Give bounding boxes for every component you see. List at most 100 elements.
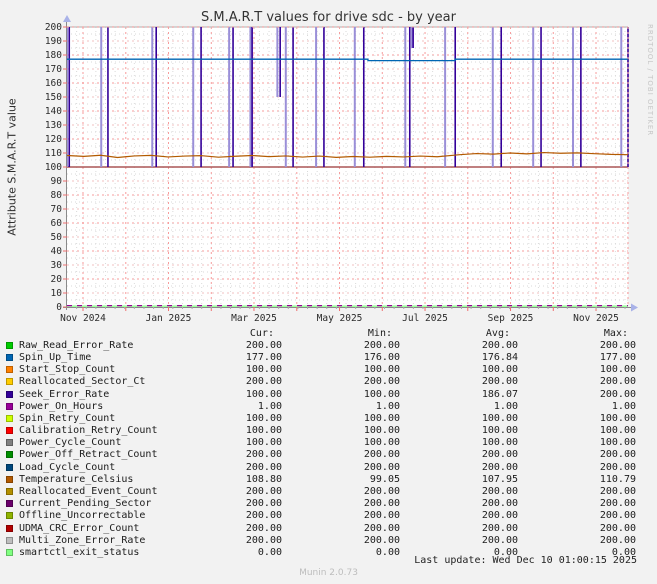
- series-cur: 100.00: [164, 437, 282, 448]
- series-min: 200.00: [282, 340, 400, 351]
- legend-row: Seek_Error_Rate100.00100.00186.07200.00: [4, 388, 652, 400]
- series-name: Reallocated_Sector_Ct: [19, 376, 145, 387]
- series-avg: 176.84: [400, 352, 518, 363]
- y-tick-label: 130: [45, 120, 62, 131]
- series-min: 0.00: [282, 547, 400, 558]
- legend-column-header: Min:: [282, 328, 400, 339]
- series-avg: 200.00: [400, 535, 518, 546]
- series-name: Temperature_Celsius: [19, 474, 133, 485]
- series-avg: 100.00: [400, 413, 518, 424]
- x-tick-label: Mar 2025: [231, 313, 277, 324]
- legend-label: Power_On_Hours: [4, 401, 164, 412]
- series-min: 100.00: [282, 437, 400, 448]
- series-name: Calibration_Retry_Count: [19, 425, 157, 436]
- series-swatch: [6, 439, 13, 446]
- series-swatch: [6, 403, 13, 410]
- series-name: Spin_Up_Time: [19, 352, 91, 363]
- series-avg: 186.07: [400, 389, 518, 400]
- series-min: 1.00: [282, 401, 400, 412]
- legend-column-header: Cur:: [164, 328, 282, 339]
- legend-label: Calibration_Retry_Count: [4, 425, 164, 436]
- series-name: Power_Off_Retract_Count: [19, 449, 157, 460]
- legend-label: Multi_Zone_Error_Rate: [4, 535, 164, 546]
- legend-row: Power_Off_Retract_Count200.00200.00200.0…: [4, 449, 652, 461]
- series-max: 100.00: [518, 364, 636, 375]
- series-swatch: [6, 342, 13, 349]
- series-cur: 100.00: [164, 413, 282, 424]
- series-min: 200.00: [282, 498, 400, 509]
- series-max: 100.00: [518, 425, 636, 436]
- series-min: 100.00: [282, 389, 400, 400]
- smart-values-chart: 0102030405060708090100110120130140150160…: [0, 0, 657, 330]
- x-tick-label: Sep 2025: [488, 313, 534, 324]
- series-min: 100.00: [282, 364, 400, 375]
- x-tick-label: Jan 2025: [146, 313, 192, 324]
- y-tick-label: 50: [51, 232, 63, 243]
- legend-label: Seek_Error_Rate: [4, 389, 164, 400]
- series-name: Load_Cycle_Count: [19, 462, 115, 473]
- series-swatch: [6, 476, 13, 483]
- series-name: Multi_Zone_Error_Rate: [19, 535, 145, 546]
- series-min: 200.00: [282, 376, 400, 387]
- series-min: 200.00: [282, 510, 400, 521]
- series-swatch: [6, 378, 13, 385]
- series-name: Raw_Read_Error_Rate: [19, 340, 133, 351]
- legend-label: Power_Off_Retract_Count: [4, 449, 164, 460]
- y-tick-label: 60: [51, 218, 63, 229]
- series-avg: 107.95: [400, 474, 518, 485]
- series-cur: 200.00: [164, 498, 282, 509]
- series-avg: 200.00: [400, 486, 518, 497]
- y-tick-label: 100: [45, 162, 62, 173]
- series-min: 99.05: [282, 474, 400, 485]
- legend-row: Raw_Read_Error_Rate200.00200.00200.00200…: [4, 339, 652, 351]
- series-avg: 100.00: [400, 364, 518, 375]
- y-tick-label: 120: [45, 134, 62, 145]
- series-name: Power_Cycle_Count: [19, 437, 121, 448]
- series-max: 200.00: [518, 510, 636, 521]
- series-max: 200.00: [518, 340, 636, 351]
- legend-label: Offline_Uncorrectable: [4, 510, 164, 521]
- series-max: 177.00: [518, 352, 636, 363]
- series-swatch: [6, 391, 13, 398]
- series-min: 200.00: [282, 462, 400, 473]
- series-name: Offline_Uncorrectable: [19, 510, 145, 521]
- legend-label: UDMA_CRC_Error_Count: [4, 523, 164, 534]
- legend-column-header: Avg:: [400, 328, 518, 339]
- series-cur: 100.00: [164, 364, 282, 375]
- series-max: 200.00: [518, 462, 636, 473]
- legend-row: Spin_Up_Time177.00176.00176.84177.00: [4, 351, 652, 363]
- series-cur: 200.00: [164, 523, 282, 534]
- legend-table: Cur:Min:Avg:Max:Raw_Read_Error_Rate200.0…: [4, 327, 652, 559]
- series-cur: 200.00: [164, 462, 282, 473]
- series-swatch: [6, 451, 13, 458]
- legend-row: UDMA_CRC_Error_Count200.00200.00200.0020…: [4, 522, 652, 534]
- series-max: 200.00: [518, 376, 636, 387]
- y-tick-label: 110: [45, 148, 62, 159]
- last-update-text: Last update: Wed Dec 10 01:00:15 2025: [414, 555, 637, 566]
- legend-label: Raw_Read_Error_Rate: [4, 340, 164, 351]
- legend-label: Reallocated_Event_Count: [4, 486, 164, 497]
- series-max: 1.00: [518, 401, 636, 412]
- series-cur: 100.00: [164, 425, 282, 436]
- series-max: 200.00: [518, 523, 636, 534]
- series-avg: 1.00: [400, 401, 518, 412]
- series-min: 200.00: [282, 486, 400, 497]
- y-tick-label: 190: [45, 36, 62, 47]
- y-axis-arrow: [63, 15, 71, 22]
- series-avg: 200.00: [400, 462, 518, 473]
- y-tick-label: 40: [51, 246, 63, 257]
- series-name: Seek_Error_Rate: [19, 389, 109, 400]
- series-cur: 200.00: [164, 486, 282, 497]
- legend-row: Temperature_Celsius108.8099.05107.95110.…: [4, 473, 652, 485]
- x-tick-label: May 2025: [317, 313, 363, 324]
- series-swatch: [6, 415, 13, 422]
- series-avg: 100.00: [400, 437, 518, 448]
- series-swatch: [6, 512, 13, 519]
- y-tick-label: 200: [45, 22, 62, 33]
- y-tick-label: 150: [45, 92, 62, 103]
- series-min: 176.00: [282, 352, 400, 363]
- series-name: Start_Stop_Count: [19, 364, 115, 375]
- legend-label: Current_Pending_Sector: [4, 498, 164, 509]
- legend-row: Spin_Retry_Count100.00100.00100.00100.00: [4, 412, 652, 424]
- series-cur: 0.00: [164, 547, 282, 558]
